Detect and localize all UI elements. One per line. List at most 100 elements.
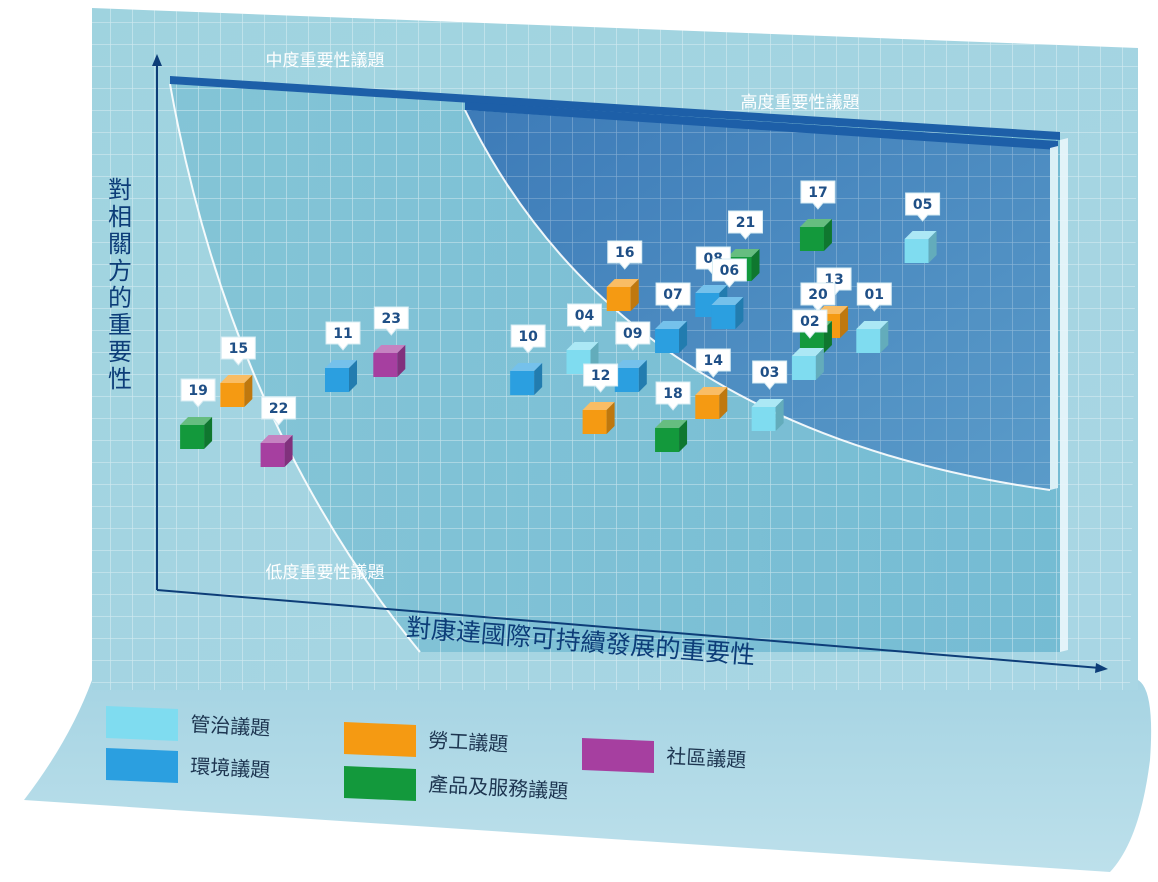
point-11: 11 (325, 321, 361, 392)
point-cube-top-16 (606, 279, 639, 287)
point-label-14: 14 (704, 353, 724, 369)
point-tag-18 (655, 381, 691, 411)
legend-swatch-environment (106, 748, 178, 783)
point-label-07: 07 (663, 287, 682, 303)
point-cube-side-03 (775, 399, 784, 431)
point-tag-22 (261, 396, 297, 426)
point-cube-top-04 (566, 342, 599, 350)
point-cube-side-14 (719, 387, 728, 419)
point-cube-top-09 (614, 360, 647, 368)
point-cube-22 (260, 443, 285, 467)
point-03: 03 (751, 360, 788, 431)
point-12: 12 (582, 363, 619, 434)
point-tag-20 (800, 282, 836, 312)
point-cube-05 (904, 239, 929, 263)
point-cube-side-09 (638, 360, 647, 392)
point-10: 10 (510, 324, 546, 395)
point-label-06: 06 (720, 263, 739, 279)
point-label-12: 12 (591, 368, 610, 384)
point-label-15: 15 (229, 341, 248, 357)
point-cube-10 (510, 371, 535, 395)
point-label-19: 19 (188, 383, 207, 399)
y-axis-title: 對相關方的重要性 (108, 176, 132, 393)
point-tag-17 (800, 180, 836, 210)
point-19: 19 (180, 378, 216, 449)
point-label-02: 02 (800, 314, 819, 330)
point-cube-top-08 (695, 285, 728, 293)
point-cube-side-12 (606, 402, 615, 434)
point-cube-19 (180, 425, 205, 449)
point-cube-side-11 (349, 360, 357, 392)
legend-swatch-community (582, 738, 654, 773)
point-cube-side-05 (928, 231, 937, 263)
point-cube-side-22 (284, 435, 293, 467)
legend-label-community: 社區議題 (666, 744, 747, 772)
point-tag-23 (373, 306, 409, 336)
point-cube-side-21 (751, 249, 760, 281)
point-cube-top-05 (904, 231, 937, 239)
point-label-09: 09 (623, 326, 642, 342)
point-cube-side-17 (823, 219, 832, 251)
point-tag-09 (615, 321, 651, 351)
point-cube-top-06 (711, 297, 744, 305)
point-label-20: 20 (808, 287, 828, 303)
point-tag-10 (510, 324, 546, 354)
point-cube-side-16 (630, 279, 639, 311)
point-label-04: 04 (575, 308, 595, 324)
point-cube-16 (606, 287, 631, 311)
legend-swatch-product (344, 766, 416, 801)
point-01: 01 (856, 282, 892, 353)
point-cube-02 (791, 356, 816, 380)
legend-item-environment: 環境議題 (106, 748, 271, 783)
zone-label-low: 低度重要性議題 (266, 563, 385, 583)
point-cube-side-18 (679, 420, 688, 452)
point-07: 07 (655, 282, 691, 353)
point-16: 16 (606, 240, 643, 311)
point-tag-03 (752, 360, 788, 390)
point-label-01: 01 (865, 287, 884, 303)
point-cube-side-15 (244, 375, 253, 407)
point-cube-top-19 (180, 417, 213, 425)
data-points: 1705211608061301072004230209111015140312… (180, 180, 941, 467)
legend-swatch-labour (344, 722, 416, 757)
point-tag-07 (655, 282, 691, 312)
point-label-03: 03 (760, 365, 779, 381)
point-cube-side-10 (534, 363, 543, 395)
point-cube-top-12 (582, 402, 615, 410)
point-cube-14 (695, 395, 720, 419)
point-cube-top-11 (325, 360, 357, 368)
point-cube-top-15 (220, 375, 253, 383)
legend-label-governance: 管治議題 (190, 712, 271, 740)
point-tag-04 (567, 303, 602, 333)
legend-item-governance: 管治議題 (106, 706, 271, 741)
point-17: 17 (799, 180, 836, 251)
point-09: 09 (614, 321, 651, 392)
point-cube-11 (325, 368, 349, 392)
point-cube-side-02 (815, 348, 824, 380)
point-22: 22 (260, 396, 297, 467)
point-04: 04 (566, 303, 602, 374)
legend-item-labour: 勞工議題 (344, 722, 509, 757)
point-cube-top-10 (510, 363, 543, 371)
point-cube-side-01 (880, 321, 889, 353)
point-06: 06 (711, 258, 747, 329)
point-label-18: 18 (663, 386, 682, 402)
point-cube-top-21 (727, 249, 760, 257)
point-tag-02 (792, 309, 828, 339)
point-tag-01 (856, 282, 892, 312)
point-label-22: 22 (269, 401, 288, 417)
legend-swatch-governance (106, 706, 178, 741)
point-tag-06 (711, 258, 747, 288)
point-tag-05 (905, 192, 941, 222)
point-cube-03 (751, 407, 776, 431)
point-cube-top-07 (655, 321, 688, 329)
point-tag-12 (583, 363, 619, 393)
point-cube-side-06 (735, 297, 744, 329)
point-cube-09 (614, 368, 639, 392)
point-cube-top-03 (751, 399, 784, 407)
point-cube-01 (856, 329, 881, 353)
point-tag-11 (325, 321, 361, 351)
